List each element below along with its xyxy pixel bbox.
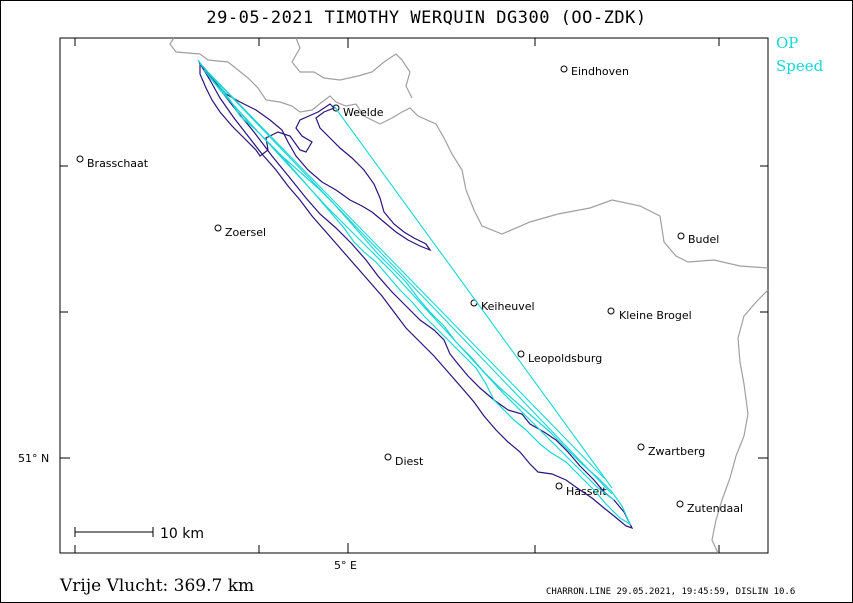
place-label-zwartberg: Zwartberg bbox=[648, 445, 705, 458]
legend-item-op: OP bbox=[776, 34, 799, 52]
flight-track-leg-2 bbox=[333, 105, 613, 489]
scale-bar-label: 10 km bbox=[160, 526, 204, 542]
flight-track-leg-3 bbox=[207, 71, 605, 479]
country-border-east bbox=[711, 289, 769, 554]
country-border-north bbox=[291, 37, 413, 99]
place-label-leopoldsburg: Leopoldsburg bbox=[528, 352, 602, 365]
place-label-brasschaat: Brasschaat bbox=[87, 157, 149, 170]
map-plot-frame bbox=[59, 37, 769, 554]
place-marker-zutendaal bbox=[676, 500, 684, 508]
distance-label: Vrije Vlucht: 369.7 km bbox=[60, 576, 255, 596]
flight-track-leg-1 bbox=[199, 63, 613, 495]
latitude-label: 51° N bbox=[18, 452, 49, 465]
footer-info: CHARRON.LINE 29.05.2021, 19:45:59, DISLI… bbox=[546, 587, 796, 597]
place-label-diest: Diest bbox=[395, 455, 424, 468]
place-marker-kleine-brogel bbox=[607, 307, 615, 315]
scale-bar: 10 km bbox=[74, 526, 204, 542]
longitude-label: 5° E bbox=[334, 559, 357, 572]
legend-item-speed: Speed bbox=[776, 57, 824, 75]
places: Eindhoven Weelde Brasschaat Zoersel Bude… bbox=[76, 65, 743, 515]
place-label-zoersel: Zoersel bbox=[225, 226, 266, 239]
flight-track-speed bbox=[197, 59, 632, 526]
place-marker-hasselt bbox=[555, 482, 563, 490]
country-border bbox=[169, 37, 769, 269]
place-marker-brasschaat bbox=[76, 155, 84, 163]
place-marker-budel bbox=[677, 232, 685, 240]
place-marker-leopoldsburg bbox=[517, 350, 525, 358]
place-marker-zoersel bbox=[214, 224, 222, 232]
place-label-kleine-brogel: Kleine Brogel bbox=[619, 309, 692, 322]
place-label-hasselt: Hasselt bbox=[566, 485, 607, 498]
place-marker-diest bbox=[384, 453, 392, 461]
place-label-weelde: Weelde bbox=[343, 106, 384, 119]
place-label-eindhoven: Eindhoven bbox=[571, 65, 629, 78]
flight-title: 29-05-2021 TIMOTHY WERQUIN DG300 (OO-ZDK… bbox=[206, 8, 647, 28]
place-label-budel: Budel bbox=[688, 233, 719, 246]
axis-ticks bbox=[60, 38, 768, 553]
place-label-zutendaal: Zutendaal bbox=[687, 502, 743, 515]
place-marker-zwartberg bbox=[637, 443, 645, 451]
flight-track-op bbox=[198, 61, 634, 530]
place-label-keiheuvel: Keiheuvel bbox=[481, 300, 535, 313]
place-marker-eindhoven bbox=[560, 65, 568, 73]
